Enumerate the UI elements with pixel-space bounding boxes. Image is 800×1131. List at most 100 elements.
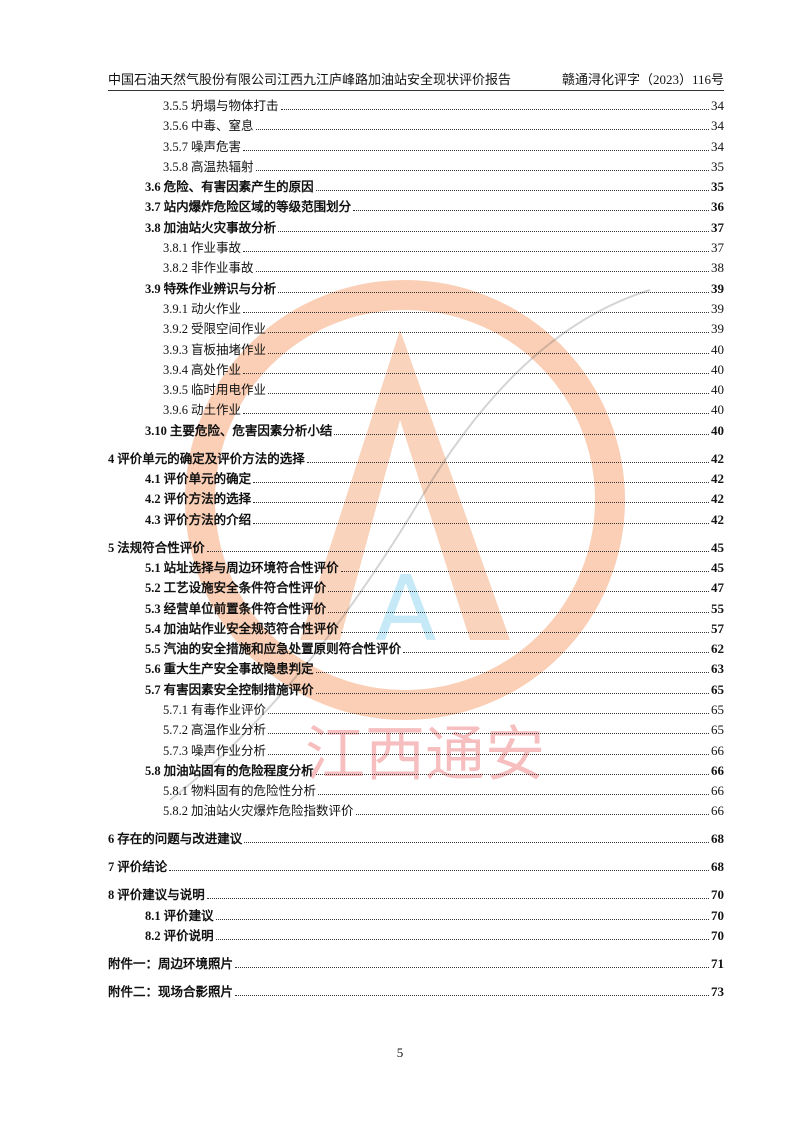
toc-leader-dots bbox=[268, 753, 709, 755]
toc-entry-title: 盲板抽堵作业 bbox=[191, 341, 267, 357]
toc-entry[interactable]: 3.9 特殊作业辨识与分析 39 bbox=[108, 279, 724, 299]
toc-entry-page: 39 bbox=[711, 300, 724, 316]
toc-entry-title: 评价建议 bbox=[163, 907, 214, 923]
toc-entry[interactable]: 6 存在的问题与改进建议 68 bbox=[108, 829, 724, 849]
toc-entry-number: 4.3 bbox=[145, 512, 161, 527]
toc-entry-page: 37 bbox=[711, 219, 724, 235]
toc-entry-title: 存在的问题与改进建议 bbox=[117, 831, 243, 847]
toc-entry[interactable]: 3.8.1 作业事故 37 bbox=[108, 238, 724, 258]
toc-entry[interactable]: 5.1 站址选择与周边环境符合性评价 45 bbox=[108, 558, 724, 578]
toc-entry-title: 经营单位前置条件符合性评价 bbox=[163, 600, 327, 616]
toc-entry-title: 作业事故 bbox=[191, 240, 242, 256]
toc-leader-dots bbox=[318, 794, 709, 796]
toc-entry[interactable]: 5.5 汽油的安全措施和应急处置原则符合性评价 62 bbox=[108, 639, 724, 659]
toc-entry-number: 4.2 bbox=[145, 492, 161, 507]
toc-entry-number: 3.6 bbox=[145, 180, 161, 195]
toc-entry-page: 68 bbox=[711, 831, 724, 847]
toc-entry-title: 汽油的安全措施和应急处置原则符合性评价 bbox=[163, 641, 402, 657]
toc-leader-dots bbox=[215, 918, 709, 920]
toc-entry-title: 动土作业 bbox=[191, 402, 242, 418]
toc-leader-dots bbox=[206, 550, 709, 552]
toc-entry[interactable]: 5.7.3 噪声作业分析 66 bbox=[108, 741, 724, 761]
toc-leader-dots bbox=[340, 631, 709, 633]
toc-entry-title: 评价建议与说明 bbox=[117, 887, 205, 903]
toc-entry[interactable]: 4.2 评价方法的选择 42 bbox=[108, 489, 724, 509]
toc-entry-number: 3.8.1 bbox=[163, 241, 188, 256]
toc-entry[interactable]: 附件一：周边环境照片 71 bbox=[108, 954, 724, 974]
toc-leader-dots bbox=[235, 994, 709, 996]
toc-entry[interactable]: 3.6 危险、有害因素产生的原因 35 bbox=[108, 177, 724, 197]
toc-entry[interactable]: 5.7.2 高温作业分析 65 bbox=[108, 720, 724, 740]
toc-entry[interactable]: 5.8 加油站固有的危险程度分析 66 bbox=[108, 761, 724, 781]
toc-entry-page: 66 bbox=[711, 742, 724, 758]
toc-entry[interactable]: 3.5.5 坍塌与物体打击 34 bbox=[108, 96, 724, 116]
toc-entry-number: 5.7.3 bbox=[163, 743, 188, 758]
toc-leader-dots bbox=[253, 482, 709, 484]
toc-entry-number: 3.8.2 bbox=[163, 261, 188, 276]
toc-entry-number: 3.9.3 bbox=[163, 342, 188, 357]
toc-entry[interactable]: 5.2 工艺设施安全条件符合性评价 47 bbox=[108, 578, 724, 598]
toc-entry-title: 重大生产安全事故隐患判定 bbox=[163, 661, 314, 677]
toc-entry[interactable]: 3.9.4 高处作业 40 bbox=[108, 360, 724, 380]
toc-leader-dots bbox=[215, 939, 709, 941]
toc-leader-dots bbox=[353, 210, 709, 212]
toc-entry-page: 68 bbox=[711, 859, 724, 875]
toc-entry[interactable]: 5.8.1 物料固有的危险性分析 66 bbox=[108, 781, 724, 801]
toc-entry[interactable]: 3.8.2 非作业事故 38 bbox=[108, 258, 724, 278]
toc-entry-title: 高温热辐射 bbox=[191, 158, 254, 174]
toc-leader-dots bbox=[268, 712, 709, 714]
toc-entry-page: 40 bbox=[711, 361, 724, 377]
toc-entry[interactable]: 附件二：现场合影照片 73 bbox=[108, 982, 724, 1002]
toc-entry[interactable]: 3.10 主要危险、危害因素分析小结 40 bbox=[108, 421, 724, 441]
toc-entry[interactable]: 4.1 评价单元的确定 42 bbox=[108, 469, 724, 489]
toc-entry-page: 36 bbox=[711, 199, 724, 215]
toc-leader-dots bbox=[328, 611, 709, 613]
toc-leader-dots bbox=[268, 733, 709, 735]
toc-entry[interactable]: 5.8.2 加油站火灾爆炸危险指数评价 66 bbox=[108, 801, 724, 821]
toc-entry[interactable]: 5.7.1 有毒作业评价 65 bbox=[108, 700, 724, 720]
toc-entry[interactable]: 5.6 重大生产安全事故隐患判定 63 bbox=[108, 659, 724, 679]
toc-entry[interactable]: 3.9.1 动火作业 39 bbox=[108, 299, 724, 319]
toc-entry-number: 5.2 bbox=[145, 581, 161, 596]
toc-entry[interactable]: 5.4 加油站作业安全规范符合性评价 57 bbox=[108, 619, 724, 639]
toc-entry[interactable]: 8 评价建议与说明 70 bbox=[108, 885, 724, 905]
toc-entry-title: 评价说明 bbox=[163, 928, 214, 944]
toc-entry-number: 5.8 bbox=[145, 763, 161, 778]
toc-entry[interactable]: 3.5.8 高温热辐射 35 bbox=[108, 157, 724, 177]
toc-leader-dots bbox=[306, 461, 709, 463]
toc-entry-number: 6 bbox=[108, 832, 115, 847]
toc-entry-number: 3.9.1 bbox=[163, 301, 188, 316]
toc-entry[interactable]: 3.7 站内爆炸危险区域的等级范围划分 36 bbox=[108, 197, 724, 217]
toc-entry-page: 35 bbox=[711, 179, 724, 195]
toc-entry-title: 加油站火灾爆炸危险指数评价 bbox=[191, 803, 354, 819]
toc-entry-title: 危险、有害因素产生的原因 bbox=[163, 179, 314, 195]
toc-entry-page: 63 bbox=[711, 661, 724, 677]
toc-entry[interactable]: 3.5.6 中毒、窒息 34 bbox=[108, 116, 724, 136]
toc-leader-dots bbox=[315, 672, 709, 674]
toc-entry[interactable]: 4.3 评价方法的介绍 42 bbox=[108, 510, 724, 530]
toc-entry[interactable]: 3.9.2 受限空间作业 39 bbox=[108, 319, 724, 339]
toc-entry[interactable]: 3.9.3 盲板抽堵作业 40 bbox=[108, 340, 724, 360]
toc-entry-page: 65 bbox=[711, 701, 724, 717]
page-header: 中国石油天然气股份有限公司江西九江庐峰路加油站安全现状评价报告 赣通浔化评字（2… bbox=[108, 68, 724, 91]
toc-entry[interactable]: 8.1 评价建议 70 bbox=[108, 906, 724, 926]
toc-entry[interactable]: 3.9.5 临时用电作业 40 bbox=[108, 380, 724, 400]
toc-entry-number: 3.9.6 bbox=[163, 403, 188, 418]
toc-entry[interactable]: 5.7 有害因素安全控制措施评价 65 bbox=[108, 680, 724, 700]
toc-entry[interactable]: 3.5.7 噪声危害 34 bbox=[108, 137, 724, 157]
toc-entry[interactable]: 7 评价结论 68 bbox=[108, 857, 724, 877]
toc-entry-number: 3.10 bbox=[145, 423, 167, 438]
toc-leader-dots bbox=[206, 898, 709, 900]
toc-entry[interactable]: 5 法规符合性评价 45 bbox=[108, 538, 724, 558]
toc-entry[interactable]: 3.8 加油站火灾事故分析 37 bbox=[108, 218, 724, 238]
toc-entry[interactable]: 3.9.6 动土作业 40 bbox=[108, 400, 724, 420]
toc-entry-page: 70 bbox=[711, 907, 724, 923]
toc-leader-dots bbox=[268, 332, 709, 334]
toc-entry-number: 5.1 bbox=[145, 560, 161, 575]
toc-entry[interactable]: 8.2 评价说明 70 bbox=[108, 926, 724, 946]
toc-entry-page: 57 bbox=[711, 620, 724, 636]
toc-entry-page: 66 bbox=[711, 783, 724, 799]
toc-entry[interactable]: 5.3 经营单位前置条件符合性评价 55 bbox=[108, 599, 724, 619]
toc-entry-page: 45 bbox=[711, 559, 724, 575]
toc-entry[interactable]: 4 评价单元的确定及评价方法的选择 42 bbox=[108, 449, 724, 469]
